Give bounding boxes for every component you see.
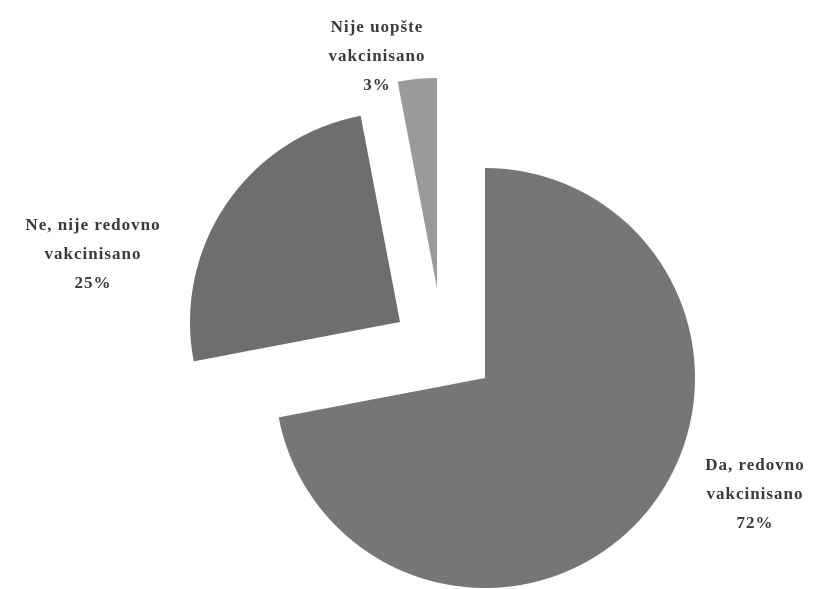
slice-value-label: 25% <box>75 273 112 292</box>
slice-label-3: Nije uopšte vakcinisano 3% <box>329 17 426 94</box>
slice-category-label: vakcinisano <box>329 46 426 65</box>
slice-category-label: Da, redovno <box>705 455 804 474</box>
slice-value-label: 72% <box>737 513 774 532</box>
pie-slices <box>190 78 696 588</box>
pie-slice-2 <box>190 115 400 362</box>
slice-category-label: Ne, nije redovno <box>25 215 160 234</box>
slice-value-label: 3% <box>363 75 391 94</box>
pie-slice-1 <box>278 168 696 588</box>
slice-category-label: vakcinisano <box>45 244 142 263</box>
slice-label-1: Da, redovno vakcinisano 72% <box>705 455 804 532</box>
slice-category-label: Nije uopšte <box>331 17 424 36</box>
slice-label-2: Ne, nije redovno vakcinisano 25% <box>25 215 160 292</box>
pie-labels: Da, redovno vakcinisano 72% Ne, nije redovn… <box>25 17 804 532</box>
pie-slice-3 <box>397 78 437 288</box>
slice-category-label: vakcinisano <box>707 484 804 503</box>
